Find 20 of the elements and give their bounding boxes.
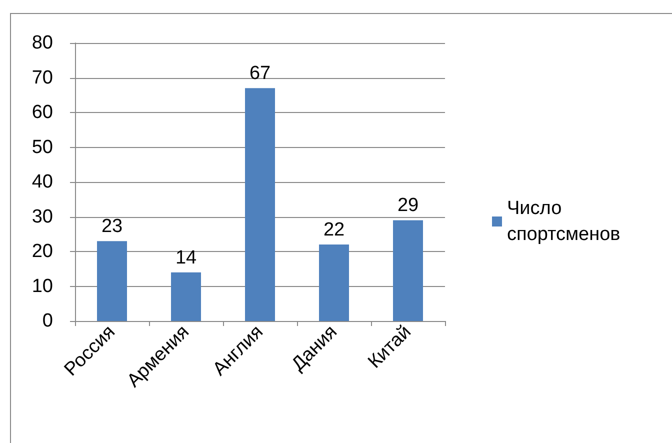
data-label: 29 — [397, 195, 419, 216]
data-label: 22 — [323, 220, 345, 241]
bar — [171, 272, 201, 321]
y-tick-label: 40 — [32, 172, 53, 192]
bar — [97, 241, 127, 321]
data-label: 67 — [249, 63, 271, 84]
y-tick-label: 20 — [32, 241, 53, 262]
y-tick-label: 70 — [32, 67, 53, 88]
y-tick-label: 60 — [32, 102, 53, 123]
bar — [245, 88, 275, 321]
y-tick-label: 80 — [32, 32, 53, 54]
data-label: 23 — [101, 216, 123, 238]
bar — [319, 244, 349, 321]
data-label: 14 — [175, 247, 197, 268]
legend-label: Число спортсменов — [507, 198, 620, 245]
y-tick-label: 30 — [32, 206, 53, 228]
y-tick-label: 50 — [32, 136, 53, 158]
y-tick-label: 0 — [42, 310, 53, 332]
bar — [393, 220, 423, 321]
y-tick-label: 10 — [32, 276, 53, 297]
